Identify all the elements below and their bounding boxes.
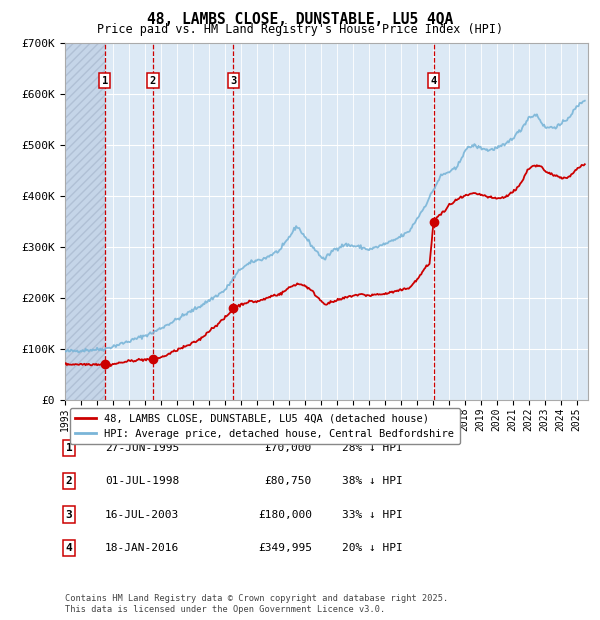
Text: This data is licensed under the Open Government Licence v3.0.: This data is licensed under the Open Gov… (65, 604, 385, 614)
Text: 1: 1 (101, 76, 108, 86)
Text: 2: 2 (149, 76, 156, 86)
Text: £70,000: £70,000 (265, 443, 312, 453)
Text: 01-JUL-1998: 01-JUL-1998 (105, 476, 179, 486)
Text: 18-JAN-2016: 18-JAN-2016 (105, 543, 179, 553)
Text: 1: 1 (65, 443, 73, 453)
Text: 27-JUN-1995: 27-JUN-1995 (105, 443, 179, 453)
Text: 16-JUL-2003: 16-JUL-2003 (105, 510, 179, 520)
Text: 3: 3 (65, 510, 73, 520)
Text: 4: 4 (65, 543, 73, 553)
Text: 28% ↓ HPI: 28% ↓ HPI (342, 443, 403, 453)
Text: 20% ↓ HPI: 20% ↓ HPI (342, 543, 403, 553)
Text: 48, LAMBS CLOSE, DUNSTABLE, LU5 4QA: 48, LAMBS CLOSE, DUNSTABLE, LU5 4QA (147, 12, 453, 27)
Text: Price paid vs. HM Land Registry's House Price Index (HPI): Price paid vs. HM Land Registry's House … (97, 23, 503, 36)
Text: £180,000: £180,000 (258, 510, 312, 520)
Text: 33% ↓ HPI: 33% ↓ HPI (342, 510, 403, 520)
Legend: 48, LAMBS CLOSE, DUNSTABLE, LU5 4QA (detached house), HPI: Average price, detach: 48, LAMBS CLOSE, DUNSTABLE, LU5 4QA (det… (70, 408, 460, 444)
Text: 38% ↓ HPI: 38% ↓ HPI (342, 476, 403, 486)
Text: 4: 4 (430, 76, 437, 86)
Bar (65, 43, 104, 400)
Text: £80,750: £80,750 (265, 476, 312, 486)
Text: 2: 2 (65, 476, 73, 486)
Text: Contains HM Land Registry data © Crown copyright and database right 2025.: Contains HM Land Registry data © Crown c… (65, 593, 448, 603)
Text: 3: 3 (230, 76, 236, 86)
Text: £349,995: £349,995 (258, 543, 312, 553)
